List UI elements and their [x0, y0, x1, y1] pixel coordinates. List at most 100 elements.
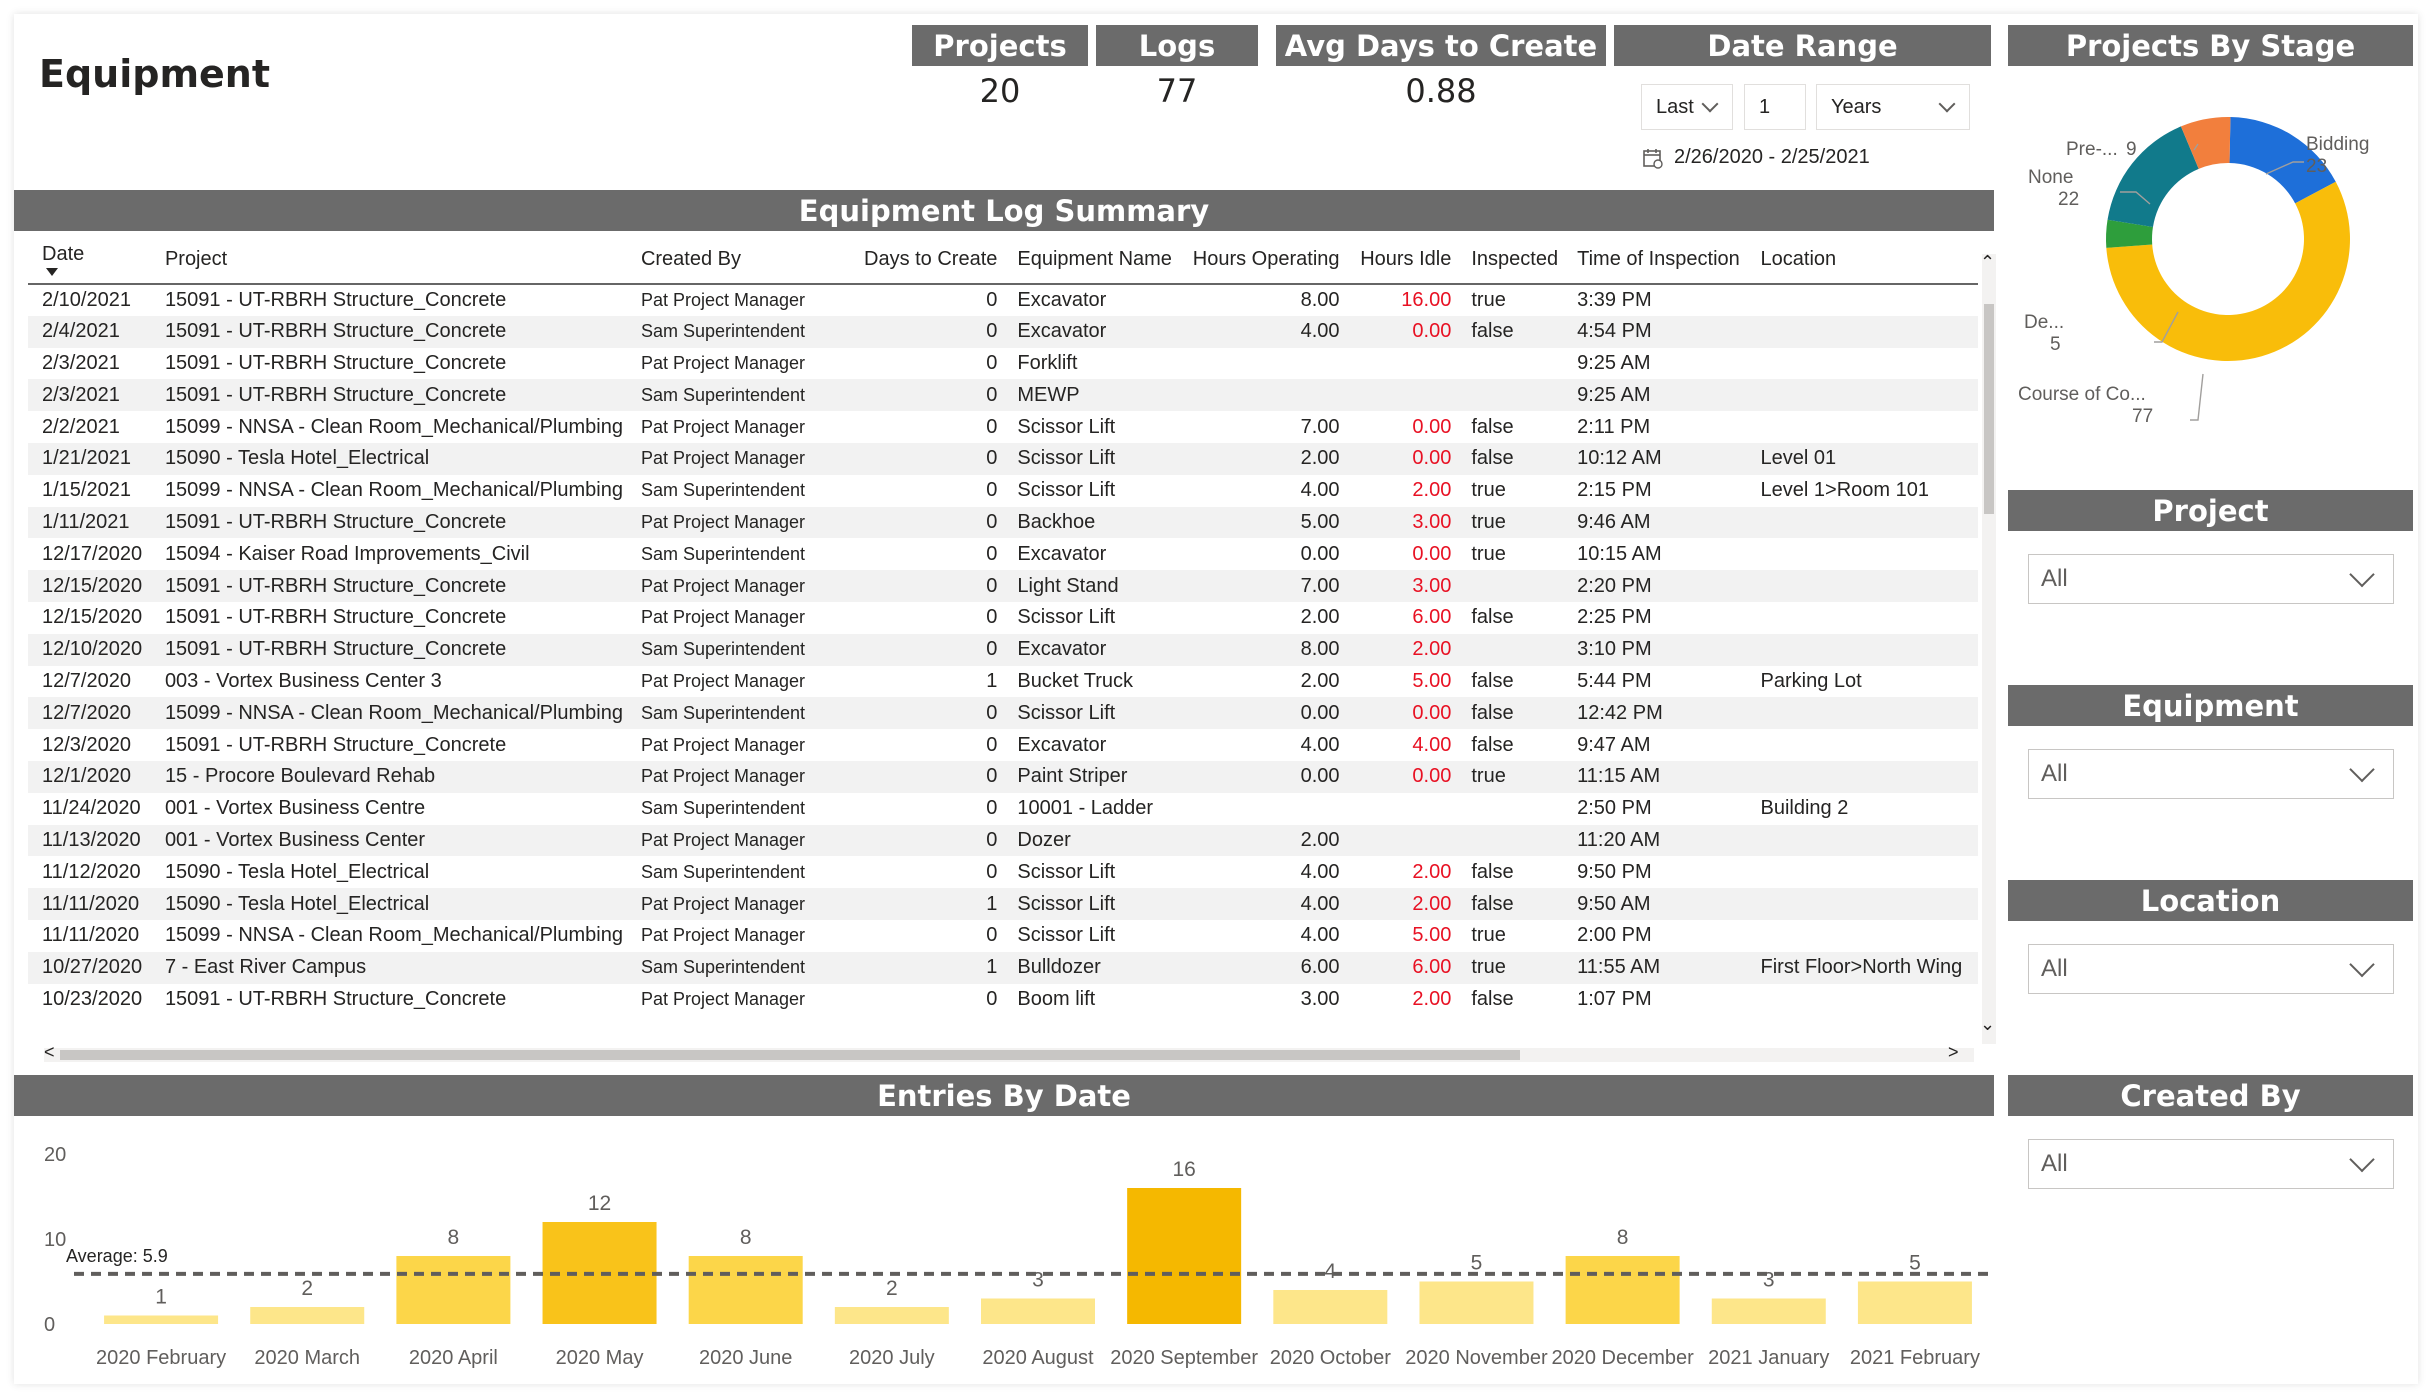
- table-cell: [1457, 793, 1563, 825]
- table-row[interactable]: 12/7/2020 003 - Vortex Business Center 3 P…: [28, 666, 1978, 698]
- table-row[interactable]: 12/1/2020 15 - Procore Boulevard Rehab Pat…: [28, 760, 1978, 793]
- scroll-down-icon[interactable]: ⌄: [1980, 1014, 1996, 1034]
- bar: [834, 1307, 949, 1324]
- column-header-inspected[interactable]: Inspected: [1457, 236, 1564, 285]
- calendar-icon[interactable]: [1642, 147, 1664, 169]
- table-cell: 0.00: [1178, 760, 1346, 793]
- donut-slice[interactable]: [2229, 117, 2336, 204]
- table-cell: Pat Project Manager: [640, 925, 806, 946]
- bar: [688, 1256, 803, 1324]
- table-row[interactable]: 10/23/2020 15091 - UT-RBRH Structure_Conc…: [28, 984, 1978, 1016]
- table-cell: [1179, 793, 1346, 825]
- log-summary-table-container[interactable]: Date Project Created By Days to Create Equip…: [28, 236, 1978, 1058]
- table-row[interactable]: 2/3/2021 15091 - UT-RBRH Structure_Concre…: [28, 379, 1978, 412]
- scrollbar-thumb[interactable]: [60, 1050, 1520, 1060]
- table-cell: false: [1457, 442, 1564, 475]
- table-cell: Level 01: [1746, 442, 1978, 475]
- column-header-hours-idle[interactable]: Hours Idle: [1345, 236, 1458, 285]
- table-row[interactable]: 2/4/2021 15091 - UT-RBRH Structure_Concre…: [28, 315, 1978, 348]
- column-header-date[interactable]: Date: [28, 236, 151, 285]
- table-cell: 15091 - UT-RBRH Structure_Concrete: [164, 351, 507, 374]
- table-row[interactable]: 12/15/2020 15091 - UT-RBRH Structure_Conc…: [28, 570, 1978, 602]
- table-cell: 0: [986, 351, 998, 374]
- donut-value-none: 22: [2058, 189, 2080, 210]
- table-cell: 11/11/2020: [42, 924, 140, 947]
- x-tick-label: 2020 June: [699, 1347, 792, 1369]
- table-row[interactable]: 11/24/2020 001 - Vortex Business Centre Sa…: [28, 793, 1978, 825]
- x-tick-label: 2020 December: [1551, 1347, 1694, 1369]
- table-row[interactable]: 2/10/2021 15091 - UT-RBRH Structure_Concr…: [28, 284, 1978, 316]
- table-cell: 0.00: [1345, 442, 1458, 475]
- table-row[interactable]: 1/21/2021 15090 - Tesla Hotel_Electrical P…: [28, 442, 1978, 475]
- date-range-mode-dropdown[interactable]: Last: [1641, 84, 1733, 130]
- column-header-location[interactable]: Location: [1746, 236, 1978, 285]
- projects-by-stage-donut[interactable]: [2008, 74, 2413, 474]
- table-cell: Paint Striper: [1003, 760, 1179, 793]
- x-tick-label: 2021 January: [1708, 1347, 1829, 1369]
- table-row[interactable]: 11/11/2020 15099 - NNSA - Clean Room_Mech…: [28, 920, 1978, 952]
- bar: [1419, 1281, 1534, 1324]
- scroll-up-icon[interactable]: ⌃: [1980, 252, 1996, 272]
- table-row[interactable]: 1/11/2021 15091 - UT-RBRH Structure_Concr…: [28, 506, 1978, 539]
- table-row[interactable]: 12/15/2020 15091 - UT-RBRH Structure_Conc…: [28, 602, 1978, 634]
- column-header-equipment-name[interactable]: Equipment Name: [1003, 236, 1179, 285]
- table-cell: Scissor Lift: [1017, 415, 1116, 438]
- bar-data-label: 2: [886, 1277, 898, 1300]
- location-slicer-dropdown[interactable]: All: [2028, 944, 2394, 994]
- table-cell: 0: [850, 824, 1004, 857]
- table-cell: 0.00: [1345, 697, 1458, 730]
- table-cell: 2.00: [1412, 987, 1452, 1010]
- table-cell: [1457, 633, 1564, 666]
- date-range-count-input[interactable]: 1: [1744, 84, 1806, 130]
- table-row[interactable]: 12/7/2020 15099 - NNSA - Clean Room_Mecha…: [28, 697, 1978, 730]
- scrollbar-thumb[interactable]: [1984, 304, 1994, 514]
- date-range-header: Date Range: [1614, 25, 1991, 66]
- table-cell: 4.00: [1178, 315, 1346, 348]
- scroll-right-icon[interactable]: >: [1948, 1042, 1959, 1062]
- table-cell: 10/23/2020: [42, 987, 143, 1010]
- table-cell: First Floor>North Wing: [1746, 951, 1978, 984]
- table-cell: [1457, 379, 1564, 412]
- table-cell: 15090 - Tesla Hotel_Electrical: [150, 442, 627, 475]
- project-slicer-dropdown[interactable]: All: [2028, 554, 2394, 604]
- table-row[interactable]: 11/12/2020 15090 - Tesla Hotel_Electrical…: [28, 856, 1978, 888]
- table-row[interactable]: 10/27/2020 7 - East River Campus Sam Super…: [28, 951, 1978, 984]
- table-row[interactable]: 11/13/2020 001 - Vortex Business Center Pa…: [28, 824, 1978, 857]
- table-cell: 0.00: [1412, 415, 1452, 438]
- table-cell: Pat Project Manager: [640, 416, 806, 437]
- table-cell: Scissor Lift: [1017, 479, 1116, 502]
- date-range-unit-dropdown[interactable]: Years: [1816, 84, 1970, 130]
- table-cell: [1746, 760, 1978, 793]
- column-header-created-by[interactable]: Created By: [626, 236, 850, 285]
- table-cell: 0: [986, 479, 998, 502]
- column-header-hours-operating[interactable]: Hours Operating: [1178, 236, 1346, 285]
- table-cell: 16.00: [1401, 288, 1452, 311]
- table-cell: 15091 - UT-RBRH Structure_Concrete: [164, 987, 507, 1010]
- bar-data-label: 3: [1763, 1269, 1775, 1292]
- column-header-days-to-create[interactable]: Days to Create: [850, 236, 1004, 285]
- table-row[interactable]: 12/10/2020 15091 - UT-RBRH Structure_Conc…: [28, 633, 1978, 666]
- table-row[interactable]: 12/3/2020 15091 - UT-RBRH Structure_Concr…: [28, 729, 1978, 761]
- table-row[interactable]: 12/17/2020 15094 - Kaiser Road Improvemen…: [28, 538, 1978, 570]
- equipment-slicer-dropdown[interactable]: All: [2028, 749, 2394, 799]
- table-row[interactable]: 11/11/2020 15090 - Tesla Hotel_Electrical…: [28, 888, 1978, 920]
- donut-slice[interactable]: [2106, 219, 2153, 248]
- column-header-label: Created By: [640, 248, 742, 270]
- column-header-project[interactable]: Project: [150, 236, 627, 285]
- table-vertical-scrollbar[interactable]: [1982, 254, 1996, 1044]
- donut-slice[interactable]: [2106, 181, 2350, 362]
- table-row[interactable]: 2/3/2021 15091 - UT-RBRH Structure_Concre…: [28, 348, 1978, 380]
- table-horizontal-scrollbar[interactable]: [44, 1048, 1974, 1062]
- column-header-time-of-inspection[interactable]: Time of Inspection: [1563, 236, 1747, 285]
- created-by-slicer-dropdown[interactable]: All: [2028, 1139, 2394, 1189]
- table-row[interactable]: 1/15/2021 15099 - NNSA - Clean Room_Mecha…: [28, 475, 1978, 507]
- entries-by-date-chart[interactable]: 0 10 20 1 2020 February 2 2020 March 8 2020 Apri…: [14, 1124, 1999, 1374]
- scroll-left-icon[interactable]: <: [44, 1042, 55, 1062]
- donut-slice[interactable]: [2180, 117, 2231, 169]
- table-cell: 0: [986, 733, 998, 756]
- table-row[interactable]: 2/2/2021 15099 - NNSA - Clean Room_Mechan…: [28, 411, 1978, 443]
- table-cell: [1746, 888, 1978, 920]
- sort-descending-icon[interactable]: [46, 268, 58, 276]
- donut-slice[interactable]: [2107, 126, 2199, 227]
- table-body: 2/10/2021 15091 - UT-RBRH Structure_Concr…: [28, 284, 1978, 1015]
